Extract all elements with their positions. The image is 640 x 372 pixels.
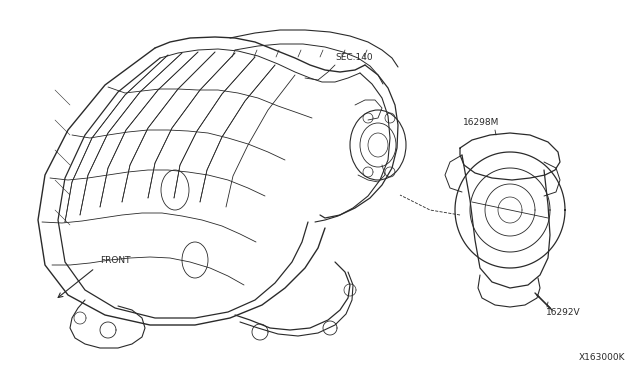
Text: 16298M: 16298M [463,118,499,127]
Text: SEC.140: SEC.140 [335,53,372,62]
Text: 16292V: 16292V [546,308,580,317]
Text: X163000K: X163000K [579,353,625,362]
Text: FRONT: FRONT [100,256,131,265]
